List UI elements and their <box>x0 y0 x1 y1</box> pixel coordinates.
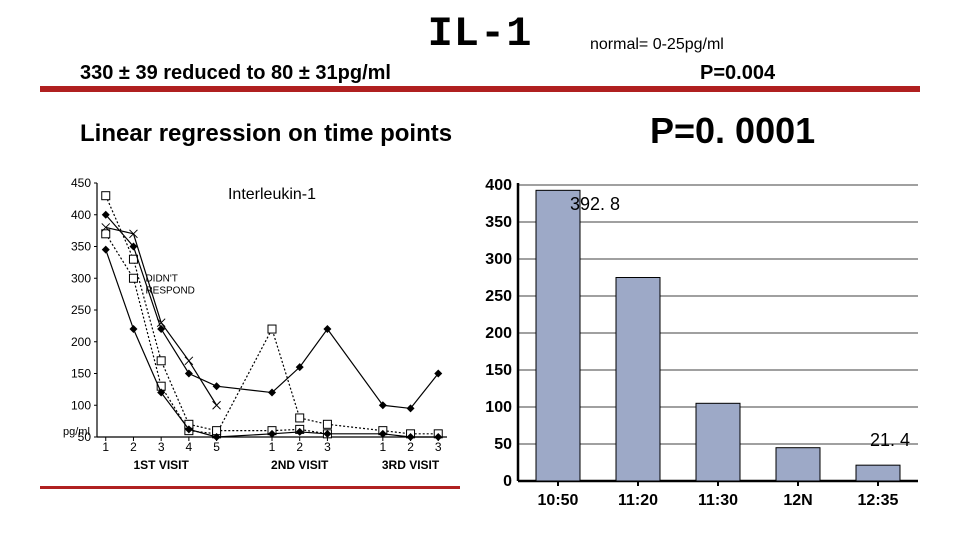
svg-text:150: 150 <box>71 367 91 381</box>
p-value-header: P=0.004 <box>700 62 775 85</box>
page-title: IL-1 <box>0 10 960 58</box>
svg-text:200: 200 <box>71 335 91 349</box>
svg-text:5: 5 <box>213 440 220 454</box>
svg-text:300: 300 <box>71 271 91 285</box>
svg-text:400: 400 <box>485 177 512 194</box>
svg-text:1: 1 <box>379 440 386 454</box>
svg-text:4: 4 <box>186 440 193 454</box>
svg-text:3: 3 <box>158 440 165 454</box>
svg-text:350: 350 <box>71 240 91 254</box>
svg-text:200: 200 <box>485 325 512 342</box>
svg-text:1: 1 <box>269 440 276 454</box>
svg-text:3: 3 <box>435 440 442 454</box>
footer-rule <box>40 486 460 489</box>
svg-text:11:30: 11:30 <box>698 492 738 509</box>
svg-text:11:20: 11:20 <box>618 492 658 509</box>
bar-value-label-first: 392. 8 <box>570 194 620 215</box>
svg-text:150: 150 <box>485 362 512 379</box>
svg-text:3: 3 <box>324 440 331 454</box>
normal-range: normal= 0-25pg/ml <box>590 36 724 54</box>
svg-text:450: 450 <box>71 176 91 190</box>
svg-text:0: 0 <box>503 473 512 490</box>
svg-text:DIDN'T: DIDN'T <box>145 273 177 284</box>
svg-text:250: 250 <box>485 288 512 305</box>
svg-text:100: 100 <box>485 399 512 416</box>
title-rule <box>40 86 920 92</box>
bar-chart: 0 50 100 150 200 250 300 350 400 10:50 11:20 11:30 1… <box>470 175 930 515</box>
linreg-label: Linear regression on time points <box>80 120 452 148</box>
svg-text:250: 250 <box>71 303 91 317</box>
svg-text:pg/ml: pg/ml <box>63 426 90 438</box>
svg-text:12N: 12N <box>783 492 812 509</box>
svg-text:Interleukin-1: Interleukin-1 <box>228 186 316 203</box>
svg-text:2: 2 <box>296 440 303 454</box>
svg-text:300: 300 <box>485 251 512 268</box>
svg-text:10:50: 10:50 <box>538 492 579 509</box>
svg-text:400: 400 <box>71 208 91 222</box>
svg-text:1: 1 <box>102 440 109 454</box>
bar-value-label-last: 21. 4 <box>870 430 910 451</box>
svg-text:3RD VISIT: 3RD VISIT <box>382 458 440 472</box>
svg-text:350: 350 <box>485 214 512 231</box>
line-chart: 50100150200250300350400450123451231231ST… <box>55 175 455 485</box>
svg-text:50: 50 <box>494 436 512 453</box>
svg-text:12:35: 12:35 <box>858 492 899 509</box>
svg-text:100: 100 <box>71 398 91 412</box>
p-value-linreg: P=0. 0001 <box>650 110 815 152</box>
svg-text:2ND VISIT: 2ND VISIT <box>271 458 329 472</box>
svg-text:2: 2 <box>407 440 414 454</box>
svg-text:1ST VISIT: 1ST VISIT <box>133 458 189 472</box>
svg-text:2: 2 <box>130 440 137 454</box>
subtitle: 330 ± 39 reduced to 80 ± 31pg/ml <box>80 62 391 85</box>
